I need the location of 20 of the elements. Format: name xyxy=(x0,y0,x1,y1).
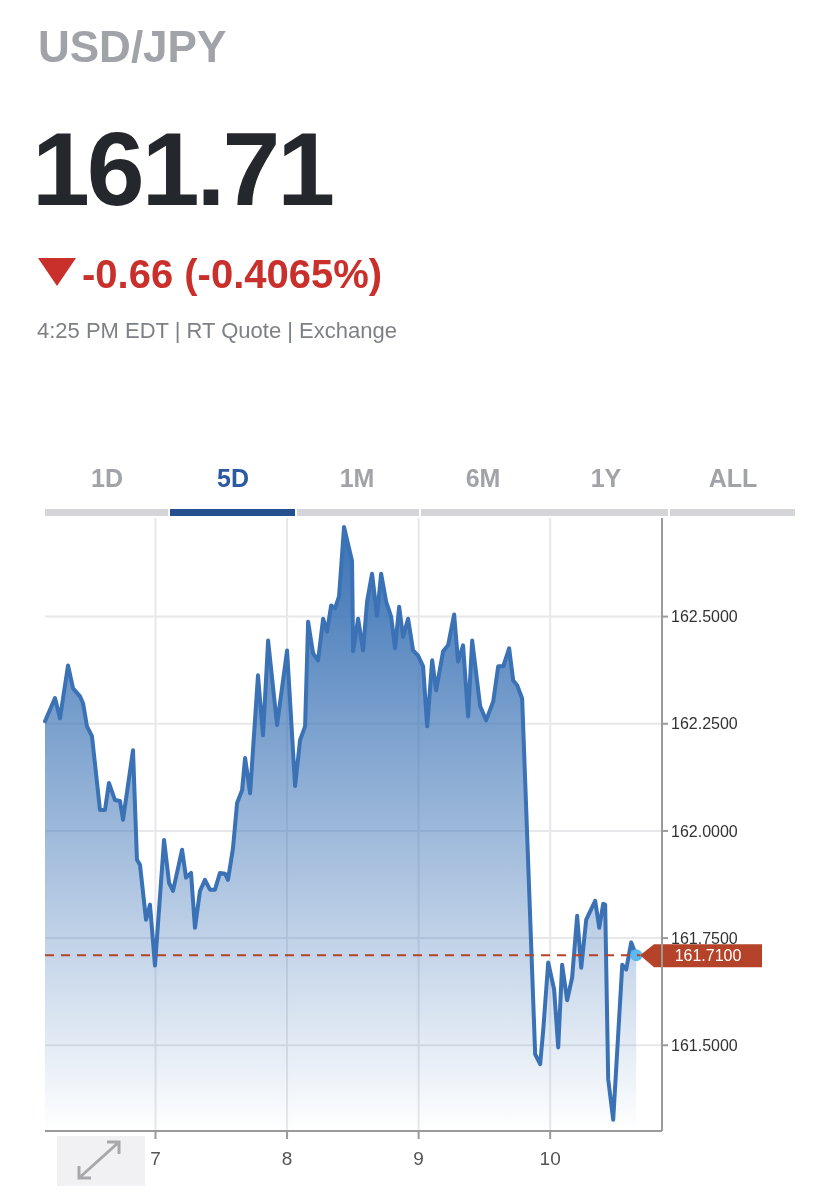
text: 5D xyxy=(217,464,249,492)
y-tick-label: 161.7500 xyxy=(671,929,738,947)
text: 1D xyxy=(91,464,123,492)
chart-subtitle: 161.71 xyxy=(32,111,333,227)
x-tick-label: 9 xyxy=(413,1148,424,1169)
ref-line-label: 161.7100 xyxy=(674,946,742,964)
chart-title: USD/JPY xyxy=(38,22,227,71)
x-tick-label: 10 xyxy=(539,1148,561,1169)
y-tick-label: 162.0000 xyxy=(671,822,738,840)
text: 4:25 PM EDT | RT Quote | Exchange xyxy=(37,318,397,343)
x-tick-label: 8 xyxy=(281,1148,293,1169)
text: -0.66 (-0.4065%) xyxy=(82,252,383,296)
text: 6M xyxy=(465,464,501,492)
y-tick-label: 161.5000 xyxy=(671,1036,738,1054)
text: 1Y xyxy=(590,464,622,492)
x-tick-label: 7 xyxy=(150,1148,161,1169)
text: ALL xyxy=(708,464,758,492)
y-tick-label: 162.2500 xyxy=(671,715,738,733)
y-tick-label: 162.5000 xyxy=(671,608,738,626)
text: 1M xyxy=(339,464,375,492)
